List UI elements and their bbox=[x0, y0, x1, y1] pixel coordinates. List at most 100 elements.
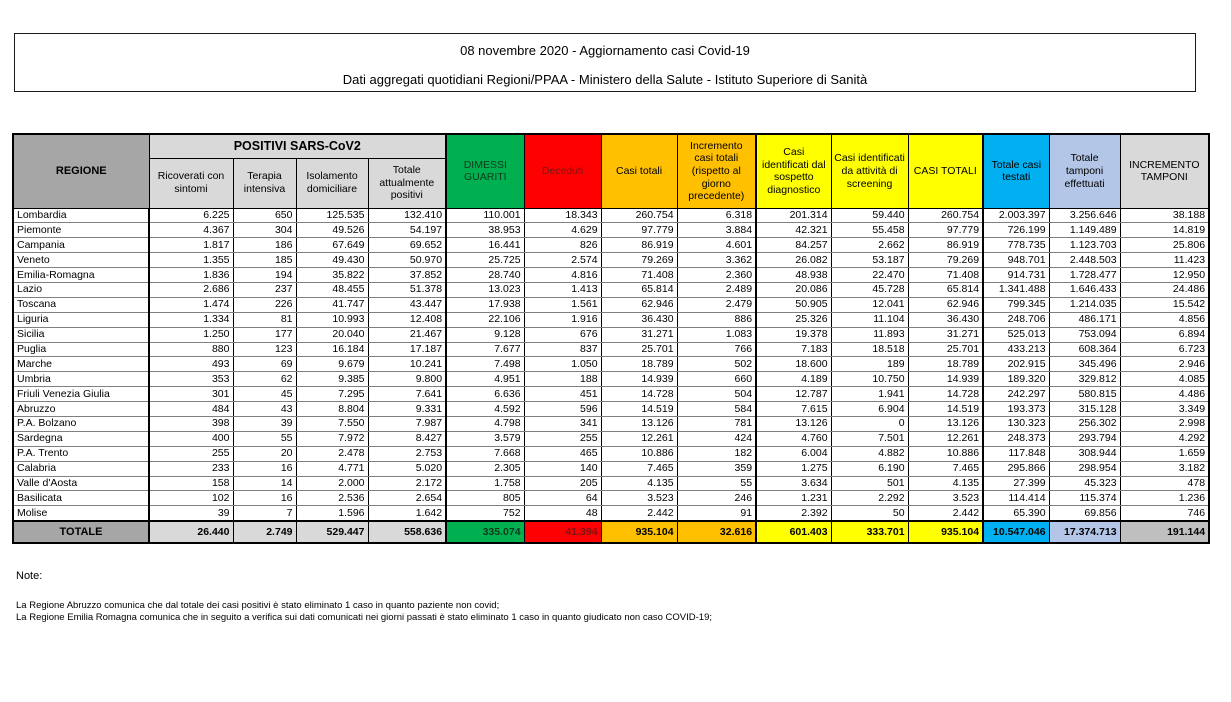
table-body: Lombardia 6.225 650 125.535 132.410 110.001 18… bbox=[12, 208, 1210, 545]
cell-terapia-intensiva: 62 bbox=[232, 371, 297, 388]
cell-casi-totali: 7.465 bbox=[600, 461, 678, 477]
cell-ricoverati-con-sintomi: 1.250 bbox=[148, 327, 234, 343]
report-title-box: 08 novembre 2020 - Aggiornamento casi Co… bbox=[14, 33, 1196, 92]
region-name: Marche bbox=[12, 356, 150, 373]
cell-totale-attualmente-positivi: 54.197 bbox=[367, 222, 447, 239]
region-name: P.A. Trento bbox=[12, 446, 150, 462]
cell-totale-casi-testati: 778.735 bbox=[982, 237, 1050, 254]
cell-terapia-intensiva: 185 bbox=[232, 252, 297, 269]
cell-totale-attualmente-positivi: 8.427 bbox=[367, 431, 447, 447]
cell-casi-totali-riepilogo: 65.814 bbox=[907, 282, 984, 298]
table-row: Valle d'Aosta 158 14 2.000 2.172 1.758 205 4.13… bbox=[12, 476, 1210, 492]
cell-casi-totali: 2.442 bbox=[600, 505, 678, 522]
cell-deceduti: 205 bbox=[523, 476, 602, 492]
cell-dimessi-guariti: 2.305 bbox=[445, 461, 525, 477]
cell-dimessi-guariti: 805 bbox=[445, 490, 525, 507]
cell-dimessi-guariti: 17.938 bbox=[445, 297, 525, 313]
cell-totale-tamponi-effettuati: 115.374 bbox=[1048, 490, 1121, 507]
cell-ricoverati-con-sintomi: 1.334 bbox=[148, 312, 234, 328]
cell-incremento-tamponi: 4.486 bbox=[1119, 386, 1210, 403]
cell-totale-tamponi-effettuati: 256.302 bbox=[1048, 416, 1121, 432]
cell-incremento-tamponi: 6.723 bbox=[1119, 342, 1210, 358]
table-row: P.A. Trento 255 20 2.478 2.753 7.668 465 10.886… bbox=[12, 446, 1210, 462]
cell-deceduti: 826 bbox=[523, 237, 602, 254]
cell-incremento-tamponi: 1.236 bbox=[1119, 490, 1210, 507]
cell-casi-sospetto-diagnostico: 84.257 bbox=[755, 237, 832, 254]
covid-data-table: REGIONE POSITIVI SARS-CoV2 DIMESSI GUARI… bbox=[12, 133, 1211, 545]
cell-isolamento-domiciliare: 529.447 bbox=[295, 520, 369, 545]
cell-isolamento-domiciliare: 67.649 bbox=[295, 237, 369, 254]
cell-ricoverati-con-sintomi: 255 bbox=[148, 446, 234, 462]
cell-ricoverati-con-sintomi: 26.440 bbox=[148, 520, 234, 545]
table-row: Calabria 233 16 4.771 5.020 2.305 140 7.465 359 1… bbox=[12, 461, 1210, 477]
cell-casi-attivita-screening: 501 bbox=[830, 476, 909, 492]
cell-casi-sospetto-diagnostico: 12.787 bbox=[755, 386, 832, 403]
region-name: Toscana bbox=[12, 297, 150, 313]
cell-casi-attivita-screening: 11.893 bbox=[830, 327, 909, 343]
cell-ricoverati-con-sintomi: 1.817 bbox=[148, 237, 234, 254]
cell-deceduti: 596 bbox=[523, 401, 602, 417]
table-row: Molise 39 7 1.596 1.642 752 48 2.442 91 2.392 50 2.… bbox=[12, 505, 1210, 522]
cell-dimessi-guariti: 16.441 bbox=[445, 237, 525, 254]
cell-totale-tamponi-effettuati: 1.646.433 bbox=[1048, 282, 1121, 298]
cell-casi-totali: 935.104 bbox=[600, 520, 678, 545]
cell-isolamento-domiciliare: 41.747 bbox=[295, 297, 369, 313]
cell-dimessi-guariti: 7.498 bbox=[445, 356, 525, 373]
cell-dimessi-guariti: 752 bbox=[445, 505, 525, 522]
cell-isolamento-domiciliare: 9.679 bbox=[295, 356, 369, 373]
cell-terapia-intensiva: 81 bbox=[232, 312, 297, 328]
cell-casi-totali-riepilogo: 14.728 bbox=[907, 386, 984, 403]
cell-incremento-casi-totali: 2.489 bbox=[676, 282, 757, 298]
cell-dimessi-guariti: 1.758 bbox=[445, 476, 525, 492]
cell-casi-totali-riepilogo: 18.789 bbox=[907, 356, 984, 373]
cell-casi-sospetto-diagnostico: 19.378 bbox=[755, 327, 832, 343]
cell-deceduti: 1.561 bbox=[523, 297, 602, 313]
cell-totale-attualmente-positivi: 51.378 bbox=[367, 282, 447, 298]
column-header-casi-sospetto-diagnostico: Casi identificati dal sospetto diagnosti… bbox=[755, 133, 832, 209]
column-group-positivi-sars-cov2: POSITIVI SARS-CoV2 bbox=[148, 133, 447, 159]
cell-casi-totali-riepilogo: 79.269 bbox=[907, 252, 984, 269]
cell-terapia-intensiva: 14 bbox=[232, 476, 297, 492]
cell-terapia-intensiva: 20 bbox=[232, 446, 297, 462]
cell-casi-sospetto-diagnostico: 4.760 bbox=[755, 431, 832, 447]
cell-terapia-intensiva: 2.749 bbox=[232, 520, 297, 545]
cell-totale-tamponi-effettuati: 293.794 bbox=[1048, 431, 1121, 447]
cell-casi-attivita-screening: 59.440 bbox=[830, 208, 909, 224]
cell-totale-attualmente-positivi: 2.753 bbox=[367, 446, 447, 462]
cell-deceduti: 1.916 bbox=[523, 312, 602, 328]
cell-terapia-intensiva: 7 bbox=[232, 505, 297, 522]
cell-isolamento-domiciliare: 2.536 bbox=[295, 490, 369, 507]
cell-terapia-intensiva: 123 bbox=[232, 342, 297, 358]
cell-dimessi-guariti: 6.636 bbox=[445, 386, 525, 403]
table-row: Friuli Venezia Giulia 301 45 7.295 7.641 6.63… bbox=[12, 386, 1210, 403]
cell-ricoverati-con-sintomi: 4.367 bbox=[148, 222, 234, 239]
cell-isolamento-domiciliare: 49.430 bbox=[295, 252, 369, 269]
cell-incremento-tamponi: 15.542 bbox=[1119, 297, 1210, 313]
cell-totale-casi-testati: 189.320 bbox=[982, 371, 1050, 388]
cell-dimessi-guariti: 4.592 bbox=[445, 401, 525, 417]
cell-ricoverati-con-sintomi: 1.836 bbox=[148, 267, 234, 283]
cell-isolamento-domiciliare: 16.184 bbox=[295, 342, 369, 358]
cell-incremento-tamponi: 25.806 bbox=[1119, 237, 1210, 254]
cell-totale-attualmente-positivi: 10.241 bbox=[367, 356, 447, 373]
cell-ricoverati-con-sintomi: 493 bbox=[148, 356, 234, 373]
cell-casi-attivita-screening: 11.104 bbox=[830, 312, 909, 328]
cell-incremento-casi-totali: 359 bbox=[676, 461, 757, 477]
column-header-totale-tamponi-effettuati: Totale tamponi effettuati bbox=[1048, 133, 1121, 209]
cell-casi-totali-riepilogo: 10.886 bbox=[907, 446, 984, 462]
cell-casi-sospetto-diagnostico: 18.600 bbox=[755, 356, 832, 373]
cell-casi-sospetto-diagnostico: 201.314 bbox=[755, 208, 832, 224]
cell-casi-attivita-screening: 2.662 bbox=[830, 237, 909, 254]
cell-terapia-intensiva: 226 bbox=[232, 297, 297, 313]
cell-totale-tamponi-effettuati: 45.323 bbox=[1048, 476, 1121, 492]
cell-casi-attivita-screening: 45.728 bbox=[830, 282, 909, 298]
cell-casi-totali: 14.519 bbox=[600, 401, 678, 417]
cell-totale-casi-testati: 948.701 bbox=[982, 252, 1050, 269]
cell-isolamento-domiciliare: 9.385 bbox=[295, 371, 369, 388]
cell-casi-sospetto-diagnostico: 20.086 bbox=[755, 282, 832, 298]
cell-totale-casi-testati: 248.373 bbox=[982, 431, 1050, 447]
cell-totale-casi-testati: 525.013 bbox=[982, 327, 1050, 343]
cell-incremento-casi-totali: 32.616 bbox=[676, 520, 757, 545]
cell-incremento-casi-totali: 246 bbox=[676, 490, 757, 507]
region-name: Abruzzo bbox=[12, 401, 150, 417]
